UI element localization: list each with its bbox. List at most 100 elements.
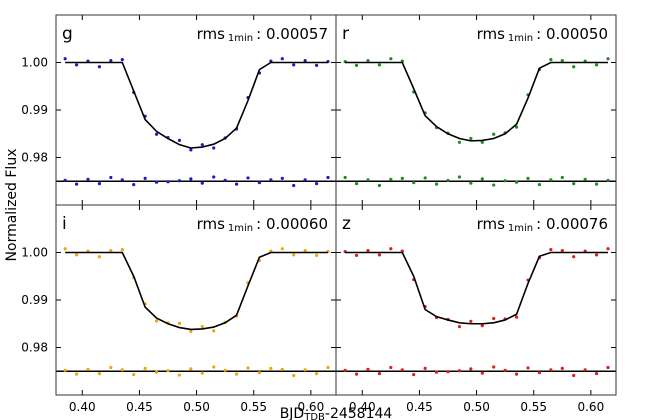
- rms-value: : 0.00050: [536, 25, 608, 43]
- data-point: [177, 179, 182, 183]
- data-point: [434, 182, 439, 186]
- panel: 0.40 0.45 0.50 0.55 0.60 z rms 1min: 0.00076: [335, 204, 617, 414]
- data-point: [109, 59, 113, 63]
- data-point: [177, 138, 182, 142]
- data-point: [177, 321, 182, 325]
- data-point: [549, 248, 553, 252]
- model-line: [65, 251, 328, 331]
- data-point: [314, 372, 319, 376]
- data-point: [189, 329, 193, 333]
- data-point: [560, 249, 564, 253]
- data-point: [223, 178, 227, 182]
- rms-subscript: 1min: [228, 33, 253, 44]
- data-point: [549, 178, 553, 182]
- data-point: [97, 372, 102, 376]
- data-point: [212, 329, 216, 333]
- data-point: [143, 366, 147, 370]
- panel: r rms 1min: 0.00050: [335, 14, 617, 206]
- data-point: [212, 365, 216, 369]
- data-point: [292, 183, 296, 188]
- rms-subscript: 1min: [228, 223, 253, 234]
- model-line: [345, 251, 608, 325]
- x-tick-label: 0.40: [69, 400, 96, 414]
- data-point: [572, 65, 576, 69]
- x-tick-label: 0.50: [463, 400, 490, 414]
- data-point: [212, 146, 216, 150]
- data-point: [446, 178, 450, 182]
- data-point: [366, 367, 370, 371]
- data-point: [74, 182, 79, 186]
- panel: 0.40 0.45 0.50 0.55 0.60 0.98 0.99 1.00 i rms 1min…: [21, 204, 337, 414]
- data-point: [560, 366, 564, 370]
- data-point: [74, 63, 79, 67]
- data-point: [514, 180, 519, 184]
- rms-label: rms: [477, 215, 506, 233]
- data-point: [154, 180, 159, 184]
- data-point: [492, 316, 496, 321]
- data-point: [594, 182, 599, 186]
- x-axis-label-main: BJD: [280, 406, 305, 420]
- data-point: [457, 369, 462, 373]
- data-point: [303, 178, 307, 182]
- data-point: [389, 57, 393, 61]
- x-tick-label: 0.55: [520, 400, 547, 414]
- data-point: [469, 136, 473, 141]
- data-point: [223, 368, 227, 372]
- data-point: [343, 175, 347, 180]
- data-point: [303, 249, 307, 253]
- data-point: [63, 178, 67, 182]
- data-point: [594, 253, 599, 257]
- panel-title: z: [342, 214, 351, 234]
- data-point: [189, 367, 193, 371]
- data-point: [200, 325, 204, 329]
- data-point: [549, 58, 553, 62]
- x-tick-label: 0.40: [349, 400, 376, 414]
- data-point: [280, 57, 284, 61]
- data-point: [469, 181, 473, 185]
- data-point: [492, 183, 496, 187]
- y-tick-label: 0.99: [21, 293, 48, 307]
- data-point: [572, 373, 576, 378]
- data-point: [366, 249, 370, 253]
- data-point: [537, 371, 542, 375]
- data-point: [560, 59, 564, 63]
- data-point: [583, 368, 587, 372]
- data-point: [292, 373, 296, 378]
- data-point: [63, 247, 67, 251]
- panel-frame: [335, 204, 617, 396]
- y-axis-label: Normalized Flux: [4, 149, 20, 262]
- data-point: [246, 176, 250, 180]
- data-point: [606, 247, 610, 251]
- y-tick-label: 1.00: [21, 56, 48, 70]
- data-point: [257, 371, 262, 375]
- rms-annotation: rms 1min: 0.00050: [477, 25, 608, 44]
- data-point: [503, 179, 507, 183]
- data-point: [389, 247, 393, 251]
- data-point: [549, 368, 553, 372]
- rms-label: rms: [477, 25, 506, 43]
- model-line: [65, 61, 328, 149]
- data-point: [389, 177, 393, 181]
- data-point: [606, 178, 610, 182]
- data-point: [366, 59, 370, 63]
- data-point: [572, 182, 576, 186]
- data-point: [583, 177, 587, 181]
- data-point: [97, 65, 102, 69]
- data-point: [377, 63, 382, 67]
- y-tick-label: 0.98: [21, 341, 48, 355]
- data-point: [143, 176, 147, 180]
- data-point: [63, 57, 67, 61]
- data-point: [257, 181, 262, 185]
- data-point: [314, 63, 319, 67]
- data-point: [63, 368, 67, 372]
- data-point: [514, 125, 519, 129]
- rms-subscript: 1min: [508, 33, 533, 44]
- data-point: [189, 177, 193, 181]
- data-point: [480, 324, 484, 328]
- data-point: [120, 58, 124, 62]
- data-point: [280, 367, 284, 371]
- x-tick-label: 0.45: [406, 400, 433, 414]
- data-point: [354, 63, 359, 67]
- data-point: [526, 366, 530, 370]
- x-axis-label-subscript: TDB: [303, 412, 325, 420]
